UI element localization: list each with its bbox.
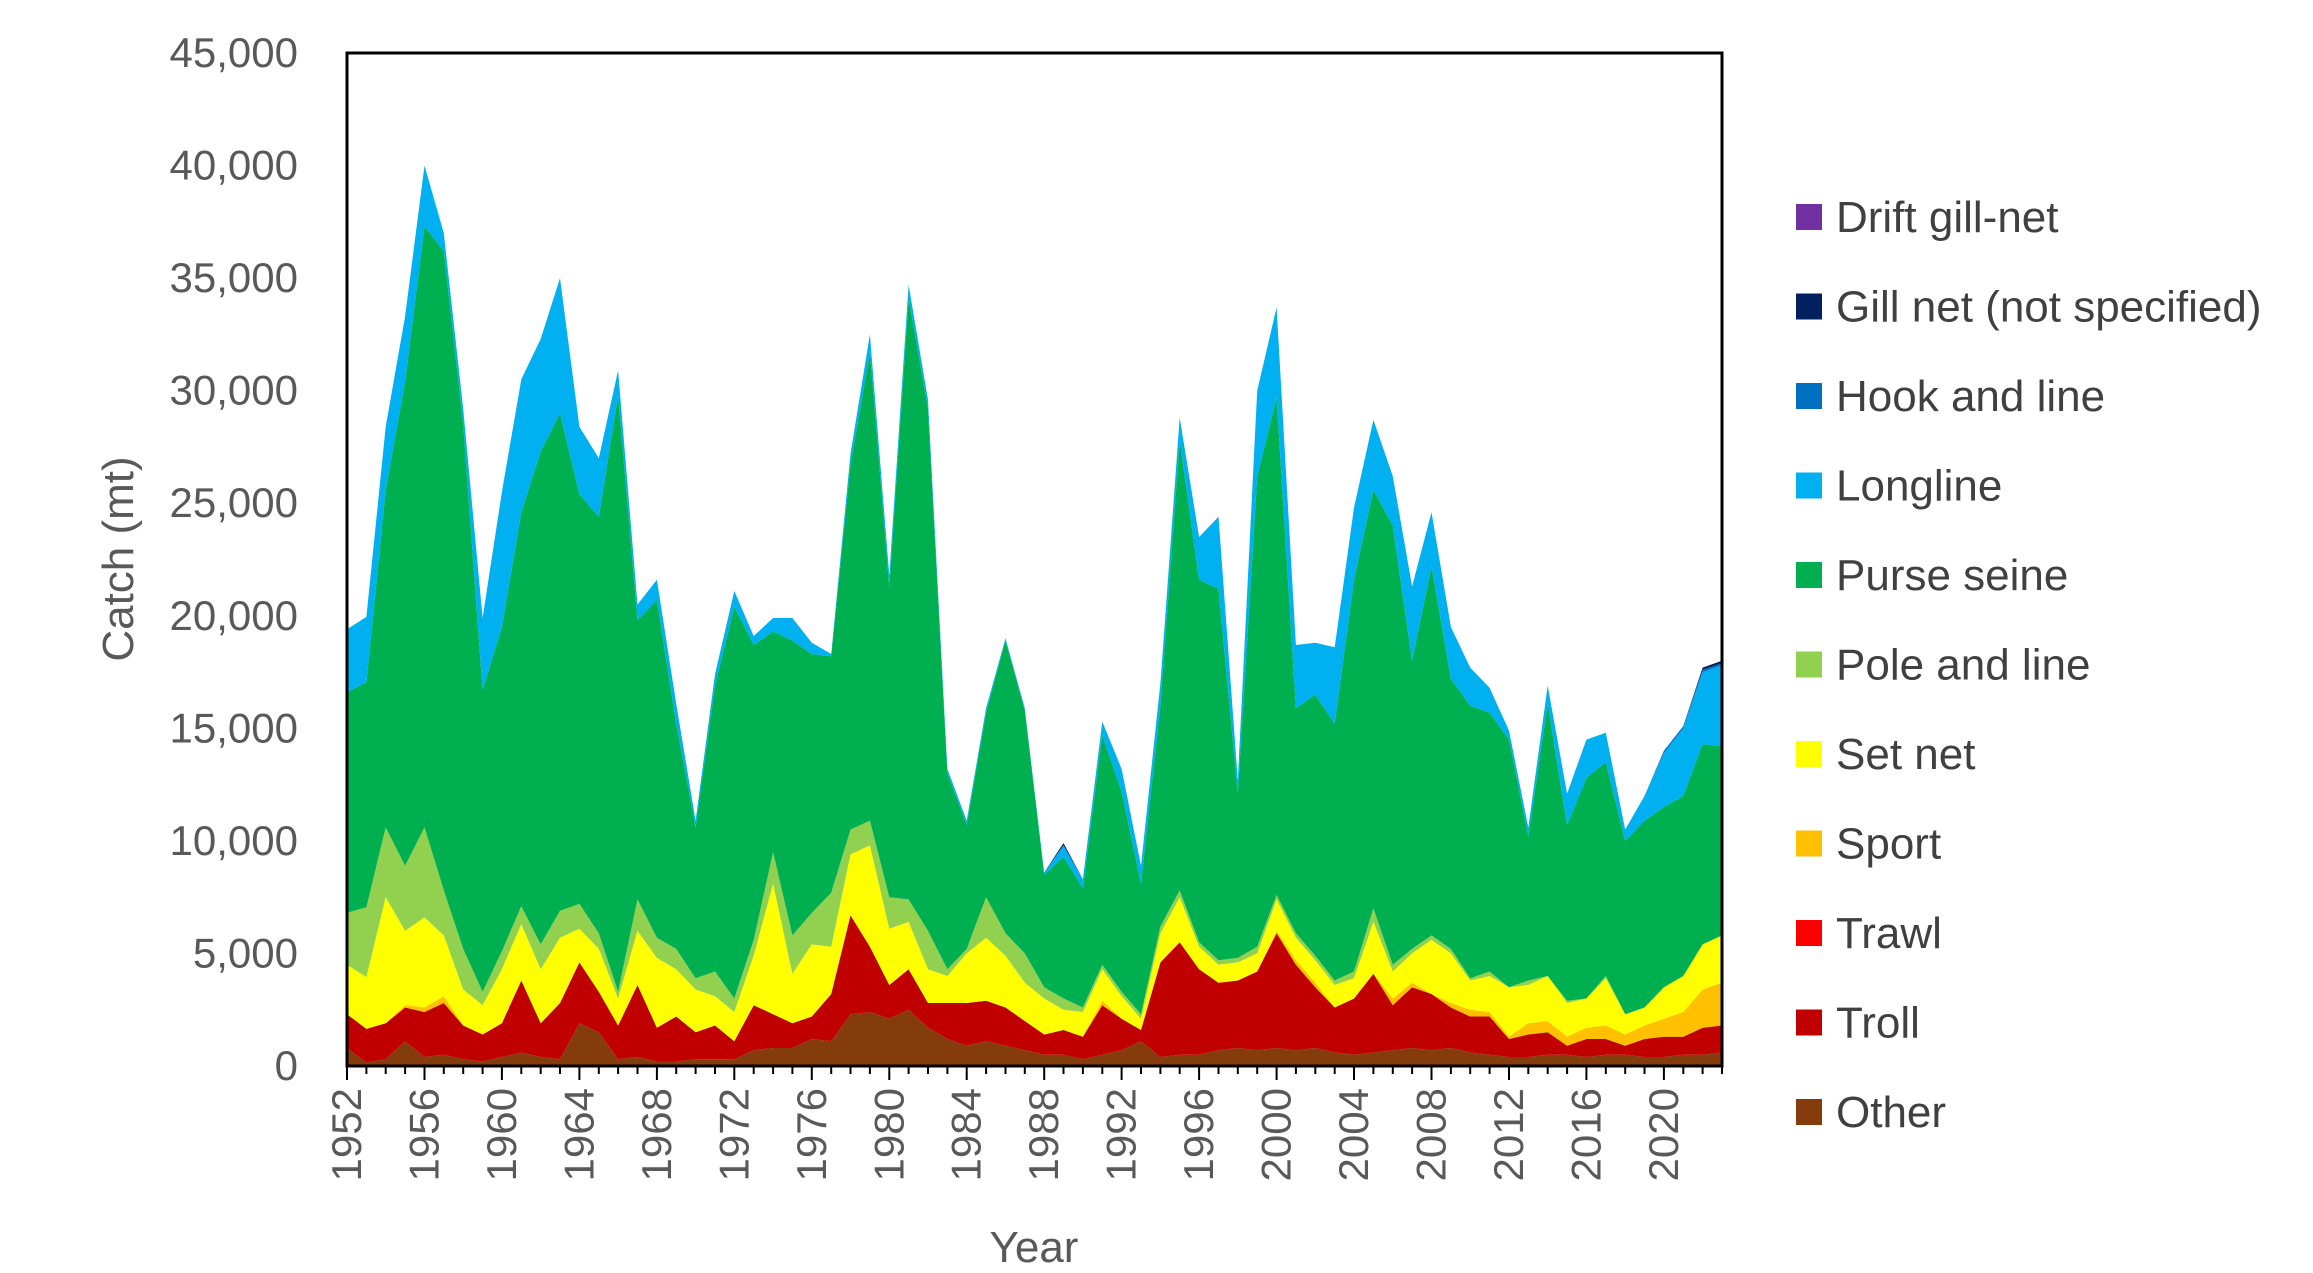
x-tick-label: 2008	[1408, 1088, 1455, 1181]
legend-label: Drift gill-net	[1836, 193, 2059, 242]
x-tick-label: 2012	[1485, 1088, 1532, 1181]
legend-swatch	[1796, 562, 1822, 588]
y-axis-title: Catch (mt)	[94, 456, 143, 661]
legend-swatch	[1796, 383, 1822, 409]
legend-swatch	[1796, 1009, 1822, 1036]
x-tick-label: 1992	[1098, 1088, 1145, 1181]
legend-label: Troll	[1836, 999, 1920, 1048]
area-series-purse-seine	[347, 226, 1722, 1015]
legend-swatch	[1796, 920, 1822, 946]
legend-item-pole-and-line: Pole and line	[1796, 641, 2090, 690]
legend-item-other: Other	[1796, 1088, 1946, 1137]
x-tick-label: 2020	[1640, 1088, 1687, 1181]
y-tick-label: 5,000	[193, 929, 298, 976]
legend-item-troll: Troll	[1796, 999, 1920, 1048]
legend-label: Sport	[1836, 820, 1941, 869]
x-tick-label: 1988	[1020, 1088, 1067, 1181]
x-tick-label: 1980	[865, 1088, 912, 1181]
area-series-other	[347, 1009, 1722, 1066]
legend-item-gill-net-not-specified: Gill net (not specified)	[1796, 283, 2262, 332]
y-tick-label: 20,000	[170, 592, 298, 639]
plot-frame	[345, 51, 1724, 1068]
legend-label: Purse seine	[1836, 551, 2068, 600]
legend-swatch	[1796, 741, 1822, 767]
legend-swatch	[1796, 830, 1822, 857]
legend-label: Longline	[1836, 462, 2002, 511]
x-tick-label: 1952	[323, 1088, 370, 1181]
legend-swatch	[1796, 293, 1822, 320]
x-tick-label: 1972	[710, 1088, 757, 1181]
y-tick-label: 25,000	[170, 479, 298, 526]
legend-label: Other	[1836, 1088, 1946, 1137]
legend-item-longline: Longline	[1796, 462, 2002, 511]
area-series-sport	[347, 915, 1722, 1046]
x-tick-label: 2016	[1562, 1088, 1609, 1181]
legend-swatch	[1796, 651, 1822, 678]
y-tick-label: 30,000	[170, 367, 298, 414]
legend-swatch	[1796, 1099, 1822, 1125]
x-tick-label: 1964	[555, 1088, 602, 1181]
area-series-troll	[347, 915, 1722, 1063]
legend-item-drift-gill-net: Drift gill-net	[1796, 193, 2059, 242]
x-tick-label: 1960	[478, 1088, 525, 1181]
legend-label: Set net	[1836, 730, 1975, 779]
legend: Drift gill-net Gill net (not specified) Ho…	[1796, 193, 2262, 1137]
legend-label: Trawl	[1836, 909, 1942, 958]
legend-swatch	[1796, 472, 1822, 499]
x-tick-label: 2000	[1253, 1088, 1300, 1181]
legend-item-sport: Sport	[1796, 820, 1941, 869]
legend-label: Gill net (not specified)	[1836, 283, 2262, 332]
x-tick-label: 1984	[943, 1088, 990, 1181]
y-tick-label: 0	[275, 1042, 298, 1089]
y-tick-label: 40,000	[170, 142, 298, 189]
area-series-set-net	[347, 845, 1722, 1042]
x-tick-label: 1996	[1175, 1088, 1222, 1181]
legend-label: Hook and line	[1836, 372, 2105, 421]
x-tick-label: 2004	[1330, 1088, 1377, 1181]
x-axis-title: Year	[990, 1223, 1079, 1272]
x-tick-label: 1956	[401, 1088, 448, 1181]
y-tick-label: 45,000	[170, 29, 298, 76]
legend-item-trawl: Trawl	[1796, 909, 1942, 958]
x-tick-label: 1976	[788, 1088, 835, 1181]
y-tick-label: 35,000	[170, 254, 298, 301]
x-axis-ticks: 1952 1956 1960 1964 1968 1972 1976 1980 1984 1988…	[323, 1066, 1723, 1181]
y-tick-label: 15,000	[170, 704, 298, 751]
legend-label: Pole and line	[1836, 641, 2090, 690]
y-axis-ticks: 0 5,000 10,000 15,000 20,000 25,000 30,000 35,0…	[170, 29, 298, 1089]
area-series-pole-and-line	[347, 820, 1722, 1019]
legend-item-set-net: Set net	[1796, 730, 1975, 779]
legend-item-hook-and-line: Hook and line	[1796, 372, 2105, 421]
legend-swatch	[1796, 204, 1822, 230]
series-areas	[347, 165, 1722, 1066]
legend-item-purse-seine: Purse seine	[1796, 551, 2068, 600]
x-tick-label: 1968	[633, 1088, 680, 1181]
y-tick-label: 10,000	[170, 817, 298, 864]
